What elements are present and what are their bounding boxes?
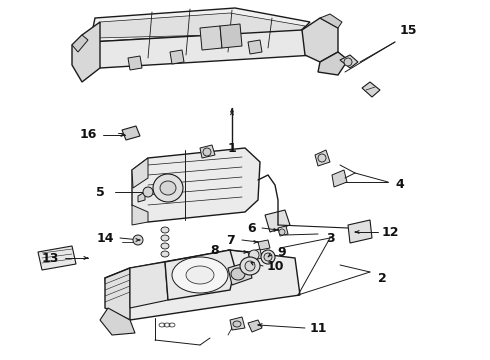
Polygon shape xyxy=(200,145,215,158)
Text: 10: 10 xyxy=(266,260,284,273)
Polygon shape xyxy=(332,170,347,187)
Polygon shape xyxy=(90,8,310,42)
Polygon shape xyxy=(248,249,262,261)
Ellipse shape xyxy=(344,58,352,66)
Polygon shape xyxy=(230,317,245,330)
Polygon shape xyxy=(320,14,342,28)
Polygon shape xyxy=(132,158,148,188)
Ellipse shape xyxy=(160,181,176,195)
Polygon shape xyxy=(165,250,235,300)
Ellipse shape xyxy=(153,174,183,202)
Polygon shape xyxy=(128,56,142,70)
Polygon shape xyxy=(302,18,338,62)
Text: 14: 14 xyxy=(96,231,114,244)
Ellipse shape xyxy=(245,261,255,271)
Ellipse shape xyxy=(161,227,169,233)
Polygon shape xyxy=(200,26,222,50)
Polygon shape xyxy=(132,205,148,225)
Text: 5: 5 xyxy=(96,185,104,198)
Polygon shape xyxy=(90,30,315,68)
Polygon shape xyxy=(105,250,300,320)
Polygon shape xyxy=(95,13,305,38)
Ellipse shape xyxy=(172,257,228,293)
Text: 11: 11 xyxy=(309,321,327,334)
Polygon shape xyxy=(138,192,145,202)
Polygon shape xyxy=(258,240,270,250)
Ellipse shape xyxy=(240,257,260,275)
Ellipse shape xyxy=(186,266,214,284)
Ellipse shape xyxy=(261,250,275,264)
Polygon shape xyxy=(100,308,135,335)
Ellipse shape xyxy=(161,243,169,249)
Polygon shape xyxy=(132,148,260,222)
Ellipse shape xyxy=(231,268,245,280)
Polygon shape xyxy=(248,40,262,54)
Polygon shape xyxy=(265,210,290,232)
Ellipse shape xyxy=(133,235,143,245)
Ellipse shape xyxy=(249,250,259,260)
Polygon shape xyxy=(340,55,358,68)
Polygon shape xyxy=(315,150,330,166)
Text: 12: 12 xyxy=(381,225,399,238)
Ellipse shape xyxy=(264,253,272,261)
Text: 8: 8 xyxy=(211,243,220,256)
Polygon shape xyxy=(72,35,88,52)
Polygon shape xyxy=(122,126,140,140)
Polygon shape xyxy=(248,320,262,332)
Text: 1: 1 xyxy=(228,141,236,154)
Ellipse shape xyxy=(143,187,153,197)
Polygon shape xyxy=(318,52,348,75)
Polygon shape xyxy=(105,268,130,320)
Polygon shape xyxy=(228,262,252,285)
Ellipse shape xyxy=(161,251,169,257)
Polygon shape xyxy=(348,220,372,243)
Ellipse shape xyxy=(161,235,169,241)
Polygon shape xyxy=(72,22,100,82)
Text: 15: 15 xyxy=(399,23,417,36)
Text: 6: 6 xyxy=(247,221,256,234)
Ellipse shape xyxy=(233,321,241,327)
Text: 7: 7 xyxy=(225,234,234,247)
Text: 13: 13 xyxy=(41,252,59,265)
Text: 4: 4 xyxy=(395,179,404,192)
Polygon shape xyxy=(278,226,288,236)
Polygon shape xyxy=(130,262,168,308)
Text: 16: 16 xyxy=(79,129,97,141)
Polygon shape xyxy=(170,50,184,64)
Ellipse shape xyxy=(279,229,285,235)
Ellipse shape xyxy=(203,148,211,156)
Polygon shape xyxy=(38,246,76,270)
Polygon shape xyxy=(220,24,242,48)
Text: 3: 3 xyxy=(326,231,334,244)
Text: 9: 9 xyxy=(278,246,286,258)
Polygon shape xyxy=(362,82,380,97)
Text: 2: 2 xyxy=(378,271,387,284)
